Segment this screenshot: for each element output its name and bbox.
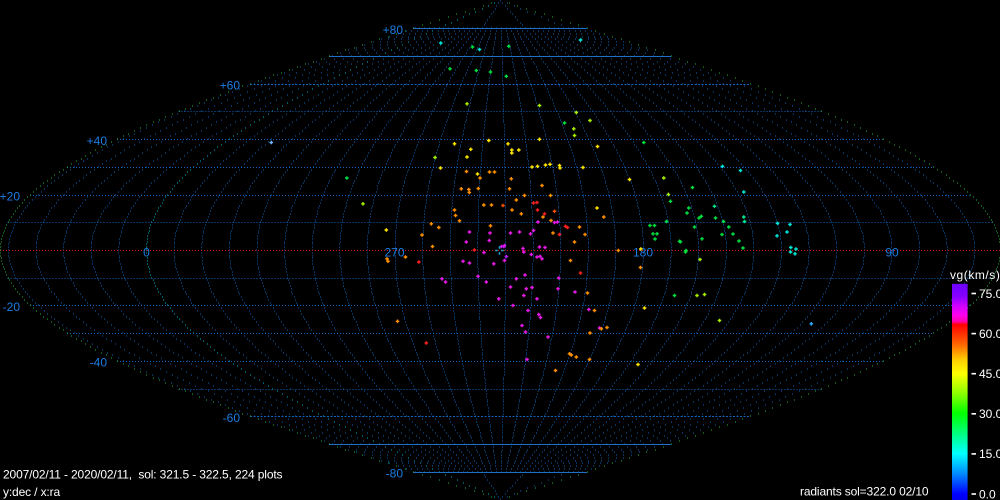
svg-text:+60: +60 — [220, 79, 241, 93]
svg-text:-20: -20 — [3, 300, 21, 314]
svg-text:-80: -80 — [386, 467, 404, 481]
svg-text:+20: +20 — [0, 189, 20, 203]
svg-text:15.0: 15.0 — [979, 447, 1000, 461]
svg-text:30.0: 30.0 — [979, 407, 1000, 421]
svg-text:-60: -60 — [223, 411, 241, 425]
svg-text:90: 90 — [885, 246, 899, 260]
svg-text:y:dec / x:ra: y:dec / x:ra — [3, 485, 60, 499]
svg-text:vg(km/s): vg(km/s) — [950, 268, 1000, 282]
svg-text:270: 270 — [384, 246, 404, 260]
svg-text:+40: +40 — [87, 134, 108, 148]
svg-text:+80: +80 — [383, 23, 404, 37]
svg-text:2007/02/11 - 2020/02/11, sol:: 2007/02/11 - 2020/02/11, sol: 321.5 - 32… — [3, 468, 283, 482]
svg-text:180: 180 — [633, 246, 653, 260]
svg-text:60.0: 60.0 — [979, 327, 1000, 341]
svg-text:45.0: 45.0 — [979, 367, 1000, 381]
svg-text:75.0: 75.0 — [979, 287, 1000, 301]
svg-text:-40: -40 — [90, 356, 108, 370]
svg-text:0: 0 — [143, 246, 150, 260]
svg-text:radiants sol=322.0 02/10: radiants sol=322.0 02/10 — [800, 485, 929, 499]
svg-text:0.0: 0.0 — [979, 487, 996, 500]
